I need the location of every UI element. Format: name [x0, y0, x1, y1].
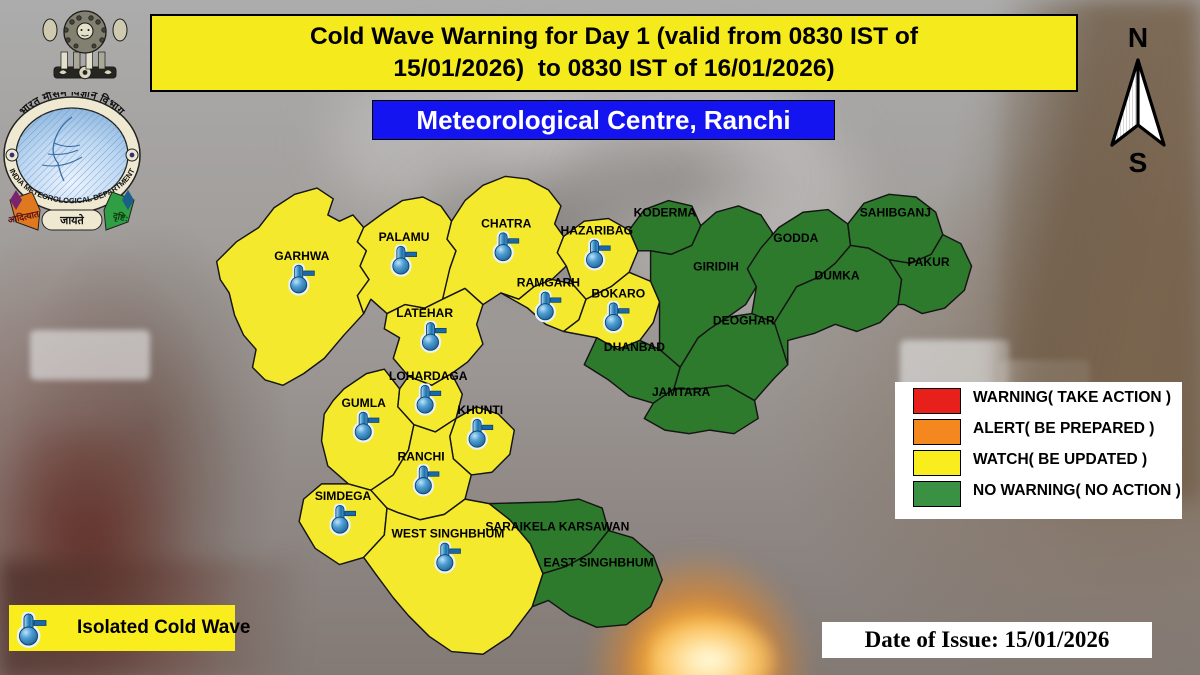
svg-text:BOKARO: BOKARO — [591, 286, 645, 300]
svg-text:RANCHI: RANCHI — [398, 450, 445, 464]
svg-text:CHATRA: CHATRA — [481, 216, 531, 230]
svg-text:GUMLA: GUMLA — [342, 396, 387, 410]
svg-text:GODDA: GODDA — [773, 231, 818, 245]
svg-text:जायते: जायते — [59, 213, 84, 227]
svg-text:SAHIBGANJ: SAHIBGANJ — [860, 206, 931, 220]
svg-text:N: N — [1128, 25, 1148, 53]
svg-text:KODERMA: KODERMA — [634, 206, 697, 220]
svg-text:LATEHAR: LATEHAR — [396, 306, 453, 320]
svg-text:EAST SINGHBHUM: EAST SINGHBHUM — [543, 555, 653, 569]
svg-text:DUMKA: DUMKA — [815, 268, 860, 282]
svg-text:KHUNTI: KHUNTI — [457, 403, 503, 417]
svg-text:GARHWA: GARHWA — [274, 249, 329, 263]
svg-text:SIMDEGA: SIMDEGA — [315, 489, 372, 503]
svg-text:LOHARDAGA: LOHARDAGA — [389, 369, 468, 383]
svg-text:HAZARIBAG: HAZARIBAG — [561, 224, 634, 238]
svg-text:RAMGARH: RAMGARH — [517, 276, 580, 290]
svg-text:DHANBAD: DHANBAD — [604, 340, 665, 354]
svg-text:JAMTARA: JAMTARA — [652, 385, 710, 399]
svg-text:GIRIDIH: GIRIDIH — [693, 260, 739, 274]
svg-text:DEOGHAR: DEOGHAR — [713, 313, 775, 327]
svg-text:SARAIKELA KARSAWAN: SARAIKELA KARSAWAN — [485, 520, 629, 534]
svg-text:S: S — [1129, 147, 1148, 175]
svg-text:PALAMU: PALAMU — [379, 230, 430, 244]
svg-text:PAKUR: PAKUR — [907, 255, 949, 269]
